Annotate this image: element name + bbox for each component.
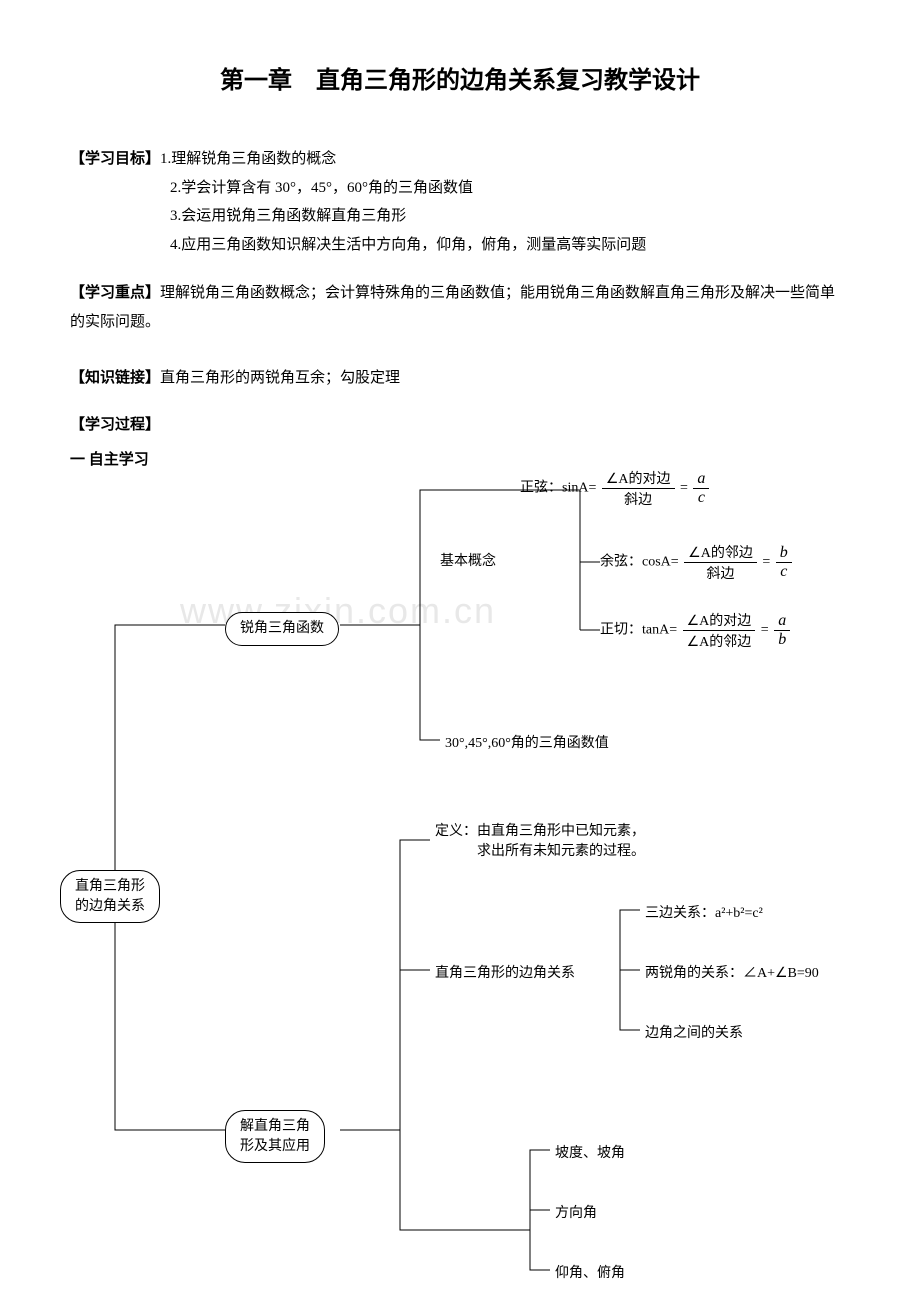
keypoint-label: 【学习重点】 [70, 285, 160, 301]
keypoint-section: 【学习重点】理解锐角三角函数概念；会计算特殊角的三角函数值；能用锐角三角函数解直… [70, 279, 850, 336]
link-text: 直角三角形的两锐角互余；勾股定理 [160, 370, 400, 386]
definition-label: 定义：由直角三角形中已知元素， 求出所有未知元素的过程。 [435, 820, 645, 860]
app1-label: 坡度、坡角 [555, 1142, 625, 1162]
objectives-section: 【学习目标】1.理解锐角三角函数的概念 2.学会计算含有 30°，45°，60°… [70, 145, 850, 259]
objectives-label: 【学习目标】 [70, 151, 160, 167]
sin-formula: 正弦：sinA= ∠A的对边斜边 = ac [520, 468, 711, 509]
keypoint-text: 理解锐角三角函数概念；会计算特殊角的三角函数值；能用锐角三角函数解直角三角形及解… [70, 285, 835, 330]
objective-1: 1.理解锐角三角函数的概念 [160, 151, 336, 167]
tan-formula: 正切：tanA= ∠A的对边∠A的邻边 = ab [600, 610, 792, 651]
objective-3: 3.会运用锐角三角函数解直角三角形 [70, 202, 850, 231]
concept-diagram: 直角三角形 的边角关系 锐角三角函数 解直角三角 形及其应用 基本概念 正弦：s… [0, 450, 920, 1300]
node-solve-triangle: 解直角三角 形及其应用 [225, 1110, 325, 1163]
special-angles-label: 30°,45°,60°角的三角函数值 [445, 732, 609, 752]
rel2-label: 两锐角的关系：∠A+∠B=90 [645, 962, 819, 982]
process-label: 【学习过程】 [70, 413, 850, 434]
app2-label: 方向角 [555, 1202, 597, 1222]
rel1-label: 三边关系：a²+b²=c² [645, 902, 763, 922]
link-section: 【知识链接】直角三角形的两锐角互余；勾股定理 [70, 364, 850, 393]
objective-2: 2.学会计算含有 30°，45°，60°角的三角函数值 [70, 174, 850, 203]
rel3-label: 边角之间的关系 [645, 1022, 743, 1042]
cos-formula: 余弦：cosA= ∠A的邻边斜边 = bc [600, 542, 794, 583]
link-label: 【知识链接】 [70, 370, 160, 386]
app3-label: 仰角、俯角 [555, 1262, 625, 1282]
node-trig-functions: 锐角三角函数 [225, 612, 339, 646]
objective-4: 4.应用三角函数知识解决生活中方向角，仰角，俯角，测量高等实际问题 [70, 231, 850, 260]
page-title: 第一章 直角三角形的边角关系复习教学设计 [70, 60, 850, 95]
root-node: 直角三角形 的边角关系 [60, 870, 160, 923]
basic-concept-label: 基本概念 [440, 550, 496, 570]
relations-label: 直角三角形的边角关系 [435, 962, 575, 982]
